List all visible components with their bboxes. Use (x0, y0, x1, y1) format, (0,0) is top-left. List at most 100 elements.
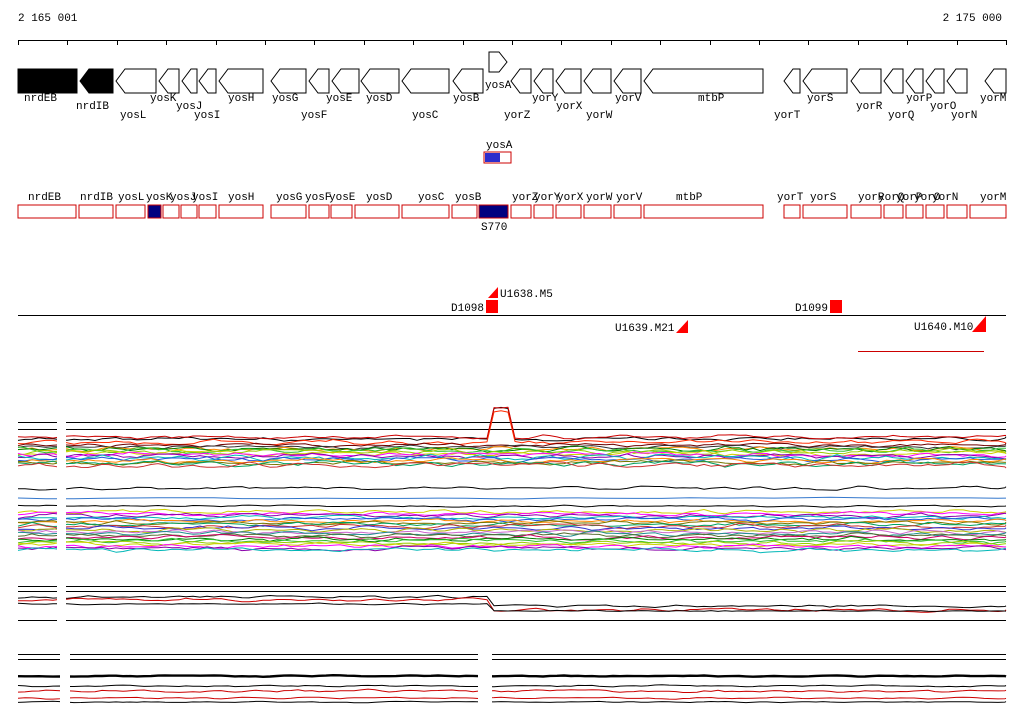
annotation-box-yosH[interactable] (218, 204, 264, 219)
annotation-label-yosD: yosD (366, 192, 393, 204)
annotation-label-yosF: yosF (305, 192, 331, 204)
gene-arrow-yorX[interactable] (555, 68, 582, 94)
gene-arrow-yosG[interactable] (270, 68, 307, 94)
annotation-box-nrdEB[interactable] (17, 204, 77, 219)
gene-arrow-yosD[interactable] (360, 68, 400, 94)
annotation-box-yosL[interactable] (115, 204, 146, 219)
signal-panel-middle (17, 478, 1007, 558)
gene-arrow-yorZ[interactable] (510, 68, 532, 94)
data-gap (60, 648, 70, 708)
signal-trace (17, 696, 1007, 700)
annotation-box-S770[interactable] (478, 204, 509, 219)
annotation-box-yosJ[interactable] (180, 204, 198, 219)
marker-square-D1098[interactable] (486, 300, 498, 313)
signal-trace (17, 457, 1007, 465)
annotation-box-mtbP[interactable] (643, 204, 764, 219)
annotation-box-yorX[interactable] (555, 204, 582, 219)
gene-arrow-yorN[interactable] (946, 68, 968, 94)
ratio-panel-hit-area[interactable] (18, 582, 1006, 632)
signal-trace (17, 447, 1007, 456)
annotation-box-yorQ[interactable] (883, 204, 904, 219)
marker-flag-U1640.M10[interactable] (972, 316, 986, 332)
annotation-box-yorY[interactable] (533, 204, 554, 219)
annotation-box-yosG[interactable] (270, 204, 307, 219)
gene-label-yosF: yosF (301, 110, 327, 122)
annotation-box-yosC[interactable] (401, 204, 450, 219)
gene-arrow-yorP[interactable] (905, 68, 924, 94)
gene-arrow-nrdEB[interactable] (17, 68, 78, 94)
annotation-box-segment-3[interactable] (147, 204, 162, 219)
gene-arrow-yosH[interactable] (218, 68, 264, 94)
gene-label-yorP: yorP (906, 93, 933, 105)
marker-square-D1099[interactable] (830, 300, 842, 313)
gene-arrow-yorV[interactable] (613, 68, 642, 94)
gene-label-yosI: yosI (194, 110, 220, 122)
gene-arrow-yosI[interactable] (198, 68, 217, 94)
gene-arrow-yosF[interactable] (308, 68, 330, 94)
marker-label-U1640.M10: U1640.M10 (914, 322, 973, 334)
annotation-label-mtbP: mtbP (676, 192, 703, 204)
marker-label-U1638.M5: U1638.M5 (500, 289, 553, 301)
annotation-box-yosB[interactable] (451, 204, 478, 219)
gene-arrow-yorW[interactable] (583, 68, 612, 94)
gene-arrow-mtbP[interactable] (643, 68, 764, 94)
annotation-sublabel-S770: S770 (481, 222, 507, 234)
annotation-label-yorO: yorO (914, 192, 941, 204)
annotation-label-yorM: yorM (980, 192, 1006, 204)
annotation-box-yorT[interactable] (783, 204, 801, 219)
gene-arrow-yosL[interactable] (115, 68, 157, 94)
gene-label-yosH: yosH (228, 93, 254, 105)
selected-feature-fill (485, 153, 500, 162)
annotation-box-yosE[interactable] (330, 204, 353, 219)
signal-trace (17, 594, 1007, 609)
signal-trace (17, 541, 1007, 548)
gene-arrow-yorQ[interactable] (883, 68, 904, 94)
gene-arrow-yorR[interactable] (850, 68, 882, 94)
signal-trace (17, 442, 1007, 448)
data-gap (57, 582, 66, 632)
marker-label-D1099: D1099 (795, 303, 828, 315)
gene-arrow-yosK[interactable] (158, 68, 180, 94)
signal-trace (17, 684, 1007, 688)
annotation-box-yorS[interactable] (802, 204, 848, 219)
gene-arrow-nrdIB[interactable] (79, 68, 114, 94)
annotation-box-yorN[interactable] (946, 204, 968, 219)
annotation-label-yorT: yorT (777, 192, 804, 204)
gene-arrow-yosE[interactable] (331, 68, 360, 94)
annotation-box-yorM[interactable] (969, 204, 1007, 219)
gene-arrow-yorM[interactable] (984, 68, 1007, 94)
annotation-box-yosI[interactable] (198, 204, 217, 219)
annotation-box-yosK[interactable] (162, 204, 180, 219)
bottom-panel-hit-area[interactable] (18, 648, 1006, 708)
marker-flag-U1638.M5[interactable] (488, 287, 498, 298)
gene-arrow-yorO[interactable] (925, 68, 945, 94)
signal-trace (17, 530, 1007, 537)
annotation-box-yorP[interactable] (905, 204, 924, 219)
annotation-box-yorV[interactable] (613, 204, 642, 219)
gene-arrow-yorY[interactable] (533, 68, 554, 94)
annotation-label-yorR: yorR (858, 192, 885, 204)
annotation-label-yosE: yosE (329, 192, 356, 204)
gene-arrow-yorT[interactable] (783, 68, 801, 94)
gene-arrow-yorS[interactable] (802, 68, 848, 94)
gene-arrow-yosB[interactable] (452, 68, 484, 94)
annotation-box-yorZ[interactable] (510, 204, 532, 219)
annotation-box-yosF[interactable] (308, 204, 330, 219)
gene-label-yorN: yorN (951, 110, 977, 122)
annotation-label-yosI: yosI (192, 192, 218, 204)
gene-arrow-yosA[interactable] (488, 51, 508, 73)
gene-arrow-yosJ[interactable] (181, 68, 198, 94)
gene-label-yorQ: yorQ (888, 110, 915, 122)
annotation-box-yorR[interactable] (850, 204, 882, 219)
gene-label-yorY: yorY (532, 93, 559, 105)
gene-label-yorR: yorR (856, 101, 883, 113)
gene-label-yorW: yorW (586, 110, 613, 122)
annotation-box-yorW[interactable] (583, 204, 612, 219)
gene-arrow-yosC[interactable] (401, 68, 450, 94)
annotation-box-yorO[interactable] (925, 204, 945, 219)
annotation-box-yosD[interactable] (354, 204, 400, 219)
annotation-box-nrdIB[interactable] (78, 204, 114, 219)
marker-flag-U1639.M21[interactable] (676, 320, 688, 333)
